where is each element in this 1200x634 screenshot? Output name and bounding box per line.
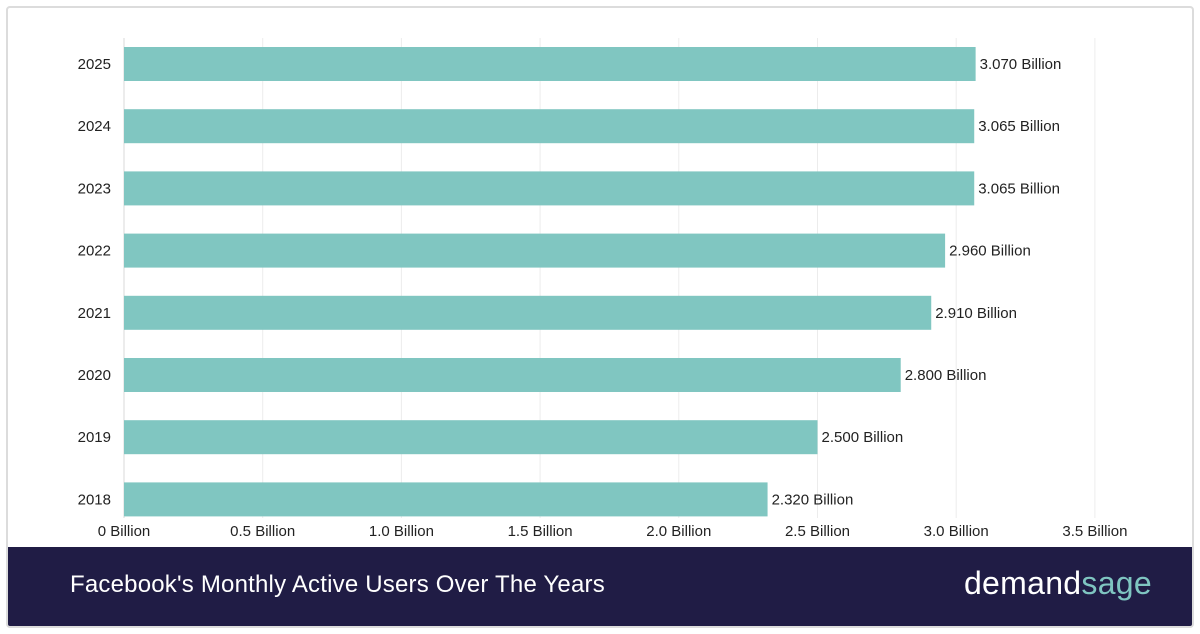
x-tick-label: 1.0 Billion	[369, 523, 434, 540]
y-tick-label: 2025	[78, 56, 111, 73]
footer-banner: Facebook's Monthly Active Users Over The…	[8, 547, 1192, 626]
x-tick-label: 2.0 Billion	[646, 523, 711, 540]
y-tick-label: 2018	[78, 491, 111, 508]
y-tick-label: 2023	[78, 180, 111, 197]
y-tick-label: 2020	[78, 367, 111, 384]
value-label: 3.065 Billion	[978, 180, 1060, 197]
value-label: 3.070 Billion	[980, 56, 1062, 73]
y-tick-label: 2024	[78, 118, 111, 135]
bar-2018	[124, 482, 768, 517]
bar-2022	[124, 233, 946, 268]
bar-2025	[124, 47, 976, 81]
bar-2019	[124, 420, 818, 455]
bar-2023	[124, 171, 975, 206]
bar-2021	[124, 295, 932, 330]
bar-chart: 2025 2024 2023 2022 2021 2020 2019 2018 0 Billi…	[78, 38, 1127, 540]
logo-part-demand: demand	[963, 565, 1082, 601]
value-label: 2.960 Billion	[949, 243, 1031, 260]
logo-part-sage: sage	[1081, 565, 1152, 601]
x-tick-label: 2.5 Billion	[785, 523, 850, 540]
x-tick-label: 0.5 Billion	[230, 523, 295, 540]
y-tick-label: 2021	[78, 305, 111, 322]
bar-2024	[124, 109, 975, 144]
x-tick-label: 3.0 Billion	[924, 523, 989, 540]
value-label: 2.800 Billion	[905, 367, 987, 384]
x-tick-label: 1.5 Billion	[508, 523, 573, 540]
chart-caption: Facebook's Monthly Active Users Over The…	[70, 571, 605, 598]
x-tick-label: 3.5 Billion	[1062, 523, 1127, 540]
bar-2020	[124, 358, 901, 392]
y-tick-label: 2022	[78, 243, 111, 260]
value-label: 2.320 Billion	[772, 491, 854, 508]
value-label: 2.500 Billion	[822, 429, 904, 446]
chart-card: 2025 2024 2023 2022 2021 2020 2019 2018 0 Billi…	[6, 6, 1194, 628]
demandsage-logo: demandsage	[964, 565, 1152, 602]
value-label: 2.910 Billion	[935, 305, 1017, 322]
value-label: 3.065 Billion	[978, 118, 1060, 135]
x-tick-label: 0 Billion	[98, 523, 151, 540]
y-tick-label: 2019	[78, 429, 111, 446]
